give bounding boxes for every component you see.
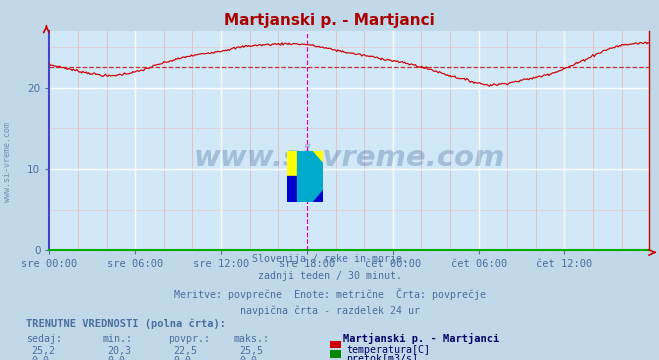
Polygon shape: [287, 151, 323, 202]
Text: pretok[m3/s]: pretok[m3/s]: [346, 354, 418, 360]
Text: 0,0: 0,0: [239, 356, 257, 360]
Text: Martjanski p. - Martjanci: Martjanski p. - Martjanci: [224, 13, 435, 28]
Polygon shape: [304, 176, 323, 202]
Text: 25,2: 25,2: [32, 346, 55, 356]
Text: www.si-vreme.com: www.si-vreme.com: [194, 144, 505, 172]
Text: min.:: min.:: [102, 334, 132, 344]
Text: Meritve: povprečne  Enote: metrične  Črta: povprečje: Meritve: povprečne Enote: metrične Črta:…: [173, 288, 486, 300]
Text: 0,0: 0,0: [107, 356, 125, 360]
Text: navpična črta - razdelek 24 ur: navpična črta - razdelek 24 ur: [239, 306, 420, 316]
Text: Slovenija / reke in morje.: Slovenija / reke in morje.: [252, 254, 407, 264]
Text: www.si-vreme.com: www.si-vreme.com: [3, 122, 13, 202]
Text: zadnji teden / 30 minut.: zadnji teden / 30 minut.: [258, 271, 401, 281]
Text: temperatura[C]: temperatura[C]: [346, 345, 430, 355]
Polygon shape: [304, 151, 323, 176]
Text: povpr.:: povpr.:: [168, 334, 210, 344]
Text: Martjanski p. - Martjanci: Martjanski p. - Martjanci: [343, 333, 499, 344]
Polygon shape: [287, 151, 323, 176]
Text: 20,3: 20,3: [107, 346, 131, 356]
Text: sedaj:: sedaj:: [26, 334, 63, 344]
Polygon shape: [287, 151, 323, 176]
Text: 22,5: 22,5: [173, 346, 197, 356]
Polygon shape: [287, 176, 323, 202]
Text: TRENUTNE VREDNOSTI (polna črta):: TRENUTNE VREDNOSTI (polna črta):: [26, 319, 226, 329]
Text: maks.:: maks.:: [234, 334, 270, 344]
Polygon shape: [287, 176, 323, 202]
Text: 25,5: 25,5: [239, 346, 263, 356]
Text: 0,0: 0,0: [173, 356, 191, 360]
Text: 0,0: 0,0: [32, 356, 49, 360]
Polygon shape: [298, 151, 323, 202]
